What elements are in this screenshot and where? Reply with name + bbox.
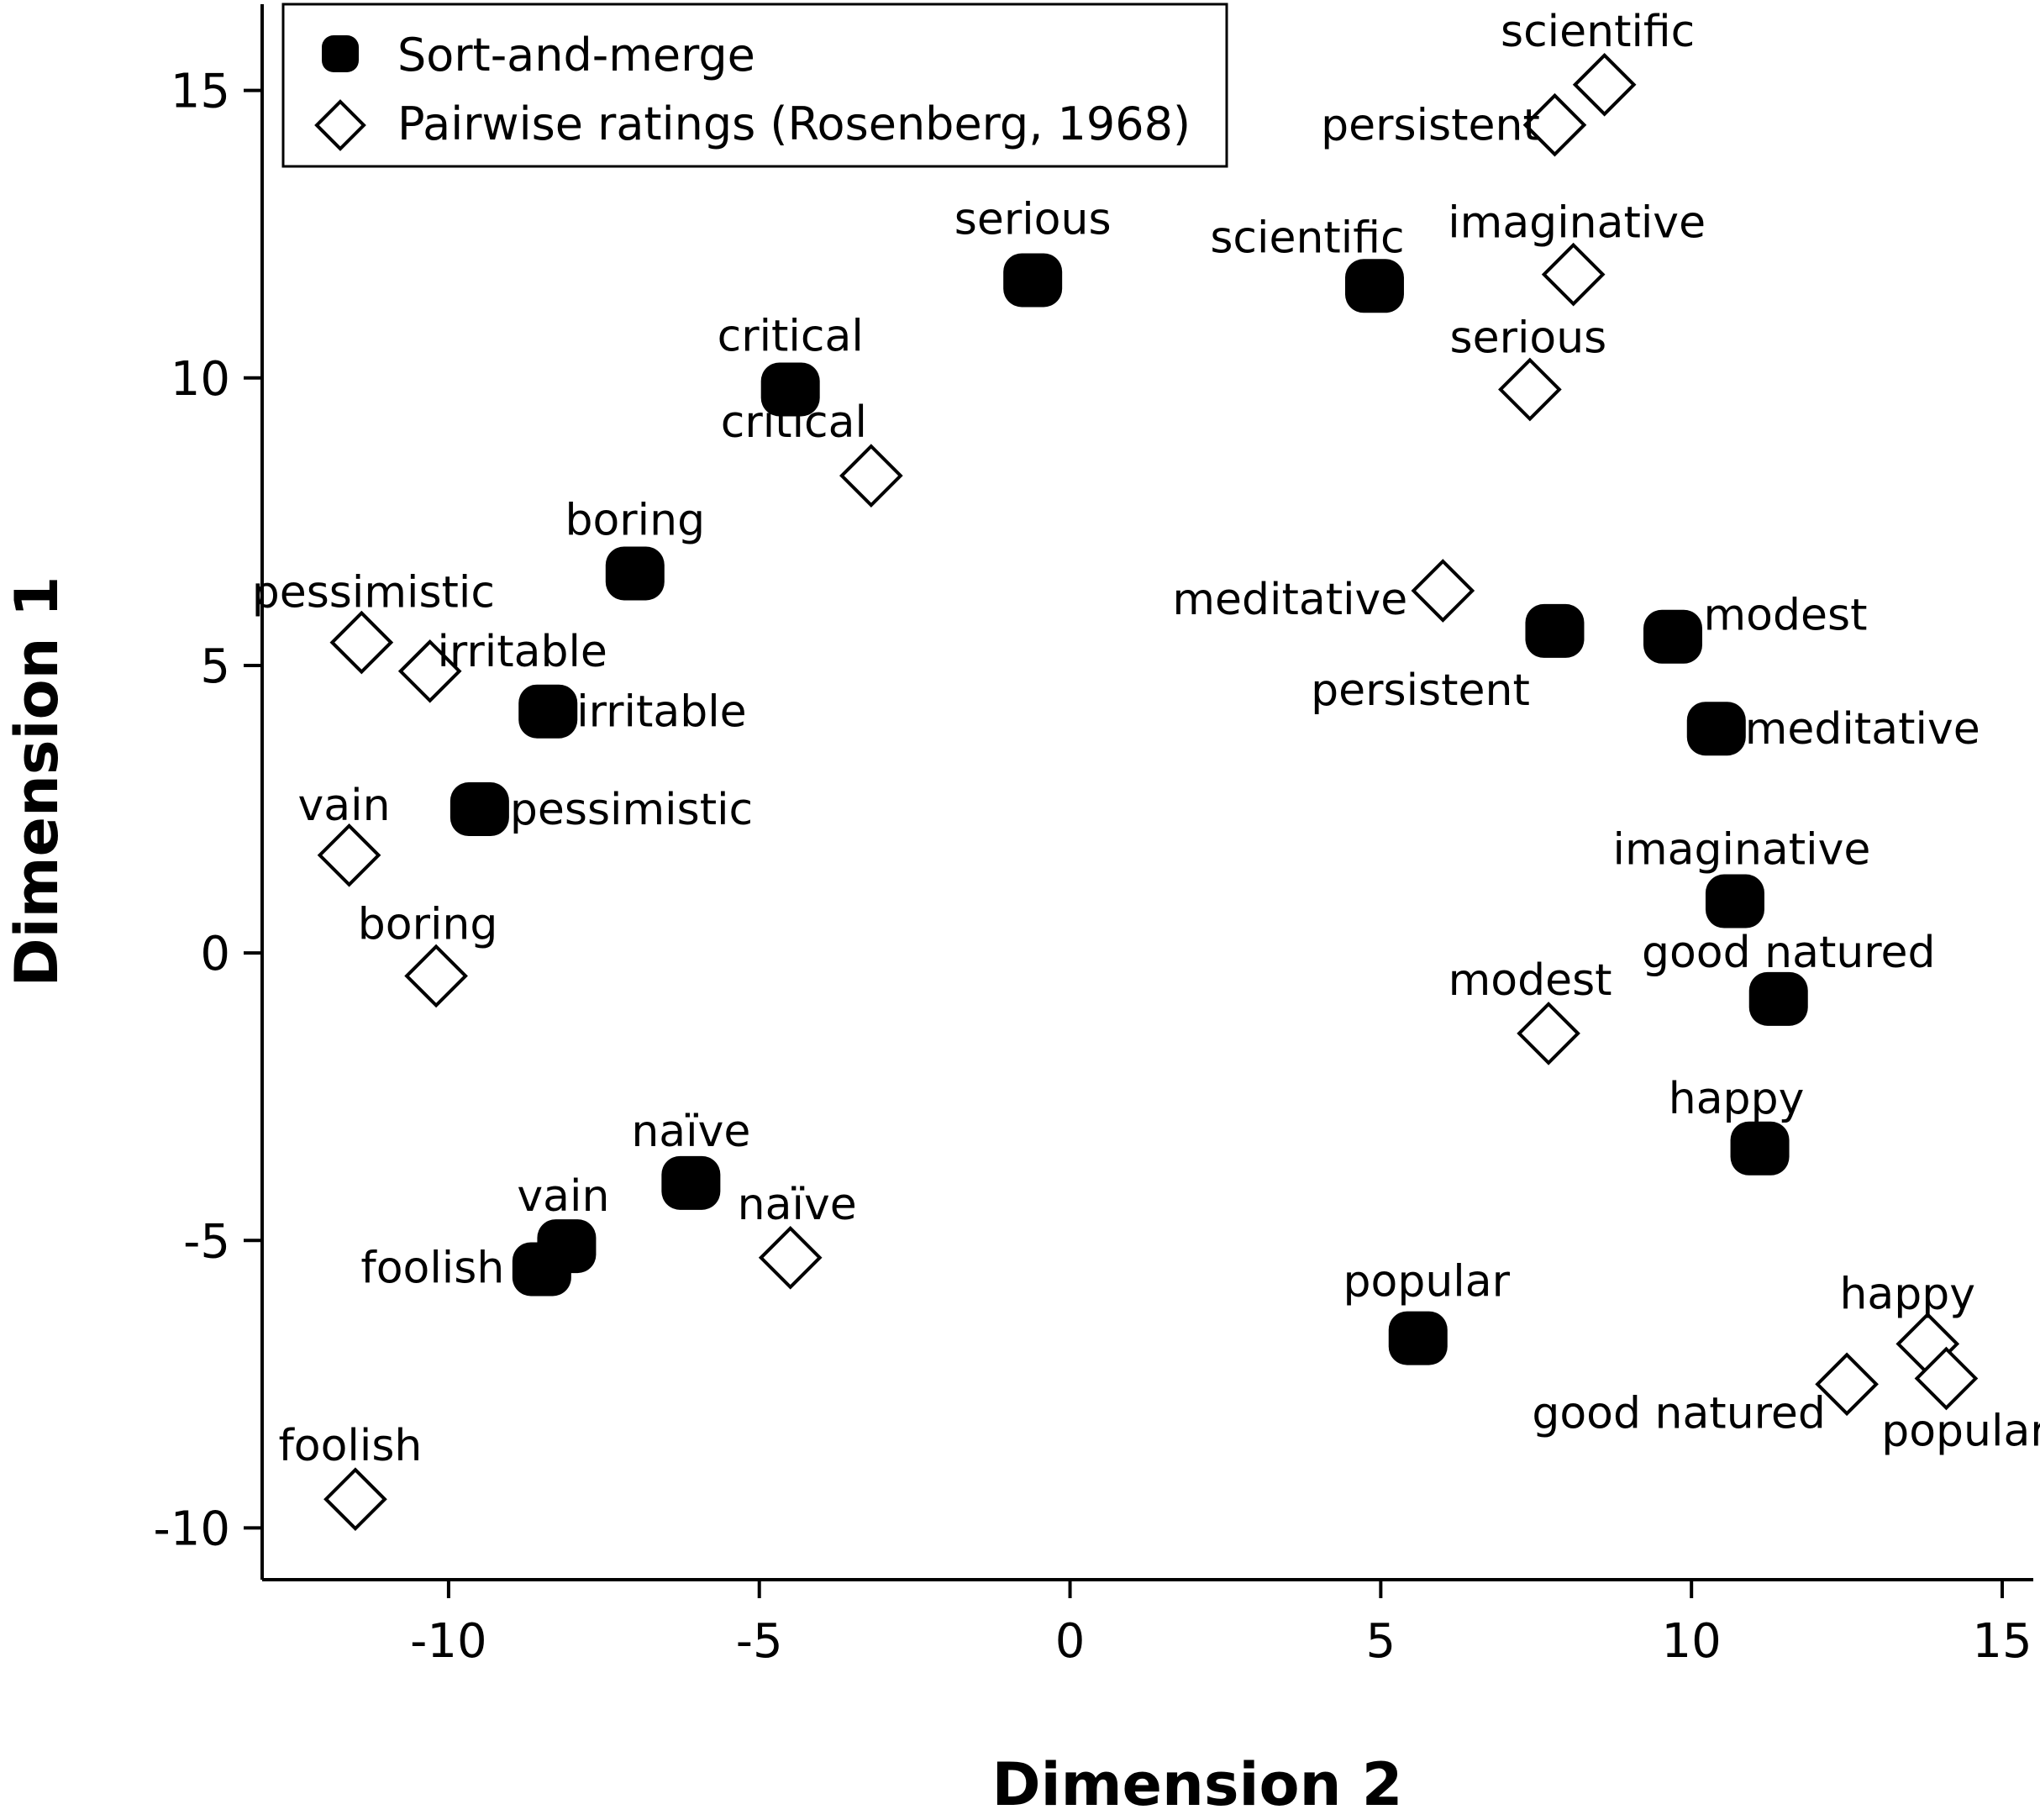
point-label-sort-and-merge-vain: vain xyxy=(517,1171,609,1222)
point-pairwise-ratings-rosenberg-1968-foolish xyxy=(323,1467,387,1532)
x-tick-label: 5 xyxy=(1366,1614,1396,1669)
point-label-sort-and-merge-serious: serious xyxy=(954,194,1112,245)
legend-marker-sort-and-merge xyxy=(322,35,359,72)
point-label-pairwise-ratings-rosenberg-1968-modest: modest xyxy=(1449,955,1612,1006)
point-sort-and-merge-meditative xyxy=(1686,702,1746,756)
point-pairwise-ratings-rosenberg-1968-persistent xyxy=(1522,92,1587,157)
x-tick-label: 15 xyxy=(1972,1614,2032,1669)
point-sort-and-merge-good-natured xyxy=(1748,971,1808,1026)
point-label-sort-and-merge-good-natured: good natured xyxy=(1642,928,1936,978)
x-tick-label: -10 xyxy=(410,1614,486,1669)
point-label-pairwise-ratings-rosenberg-1968-irritable: irritable xyxy=(437,627,607,677)
legend-box xyxy=(281,3,1228,168)
point-label-sort-and-merge-modest: modest xyxy=(1704,591,1868,641)
point-sort-and-merge-irritable xyxy=(518,684,578,739)
y-tick-label: -10 xyxy=(154,1502,230,1556)
point-label-pairwise-ratings-rosenberg-1968-serious: serious xyxy=(1449,313,1606,363)
point-label-sort-and-merge-naïve: naïve xyxy=(631,1107,750,1157)
point-pairwise-ratings-rosenberg-1968-irritable xyxy=(397,639,462,703)
point-pairwise-ratings-rosenberg-1968-modest xyxy=(1517,1002,1580,1065)
x-tick-label: 10 xyxy=(1662,1614,1722,1669)
point-pairwise-ratings-rosenberg-1968-popular xyxy=(1914,1346,1979,1411)
point-label-pairwise-ratings-rosenberg-1968-popular: popular xyxy=(1881,1406,2040,1456)
legend-entry-pairwise-ratings: Pairwise ratings (Rosenberg, 1968) xyxy=(397,97,1191,150)
point-label-sort-and-merge-happy: happy xyxy=(1669,1074,1805,1124)
point-label-pairwise-ratings-rosenberg-1968-scientific: scientific xyxy=(1501,7,1695,57)
point-sort-and-merge-happy xyxy=(1730,1121,1790,1176)
ticks: -10 -5 0 5 10 15 -10 -5 0 5 10 15 xyxy=(154,65,2032,1669)
point-label-sort-and-merge-meditative: meditative xyxy=(1745,704,1980,755)
point-pairwise-ratings-rosenberg-1968-serious xyxy=(1498,357,1562,422)
point-pairwise-ratings-rosenberg-1968-good-natured xyxy=(1815,1352,1879,1417)
point-sort-and-merge-scientific xyxy=(1344,259,1404,313)
point-label-pairwise-ratings-rosenberg-1968-critical: critical xyxy=(721,397,867,448)
point-sort-and-merge-foolish xyxy=(512,1242,571,1297)
point-sort-and-merge-critical xyxy=(760,362,820,417)
point-pairwise-ratings-rosenberg-1968-boring xyxy=(404,944,468,1008)
point-label-sort-and-merge-popular: popular xyxy=(1343,1257,1511,1307)
point-label-pairwise-ratings-rosenberg-1968-boring: boring xyxy=(358,899,498,949)
point-label-sort-and-merge-boring: boring xyxy=(565,495,705,545)
point-pairwise-ratings-rosenberg-1968-pessimistic xyxy=(329,610,394,675)
point-label-pairwise-ratings-rosenberg-1968-happy: happy xyxy=(1839,1269,1975,1319)
point-label-sort-and-merge-foolish: foolish xyxy=(360,1243,504,1293)
point-sort-and-merge-boring xyxy=(605,546,665,601)
y-tick-label: 0 xyxy=(200,927,230,981)
point-label-sort-and-merge-pessimistic: pessimistic xyxy=(510,785,753,835)
point-label-pairwise-ratings-rosenberg-1968-good-natured: good natured xyxy=(1532,1388,1826,1439)
point-label-pairwise-ratings-rosenberg-1968-persistent: persistent xyxy=(1321,101,1540,151)
point-sort-and-merge-modest xyxy=(1643,609,1703,664)
data-points xyxy=(317,52,1979,1532)
point-sort-and-merge-serious xyxy=(1003,253,1063,308)
point-sort-and-merge-persistent xyxy=(1525,603,1585,658)
axes xyxy=(260,4,2033,1581)
point-label-pairwise-ratings-rosenberg-1968-vain: vain xyxy=(298,781,391,831)
point-pairwise-ratings-rosenberg-1968-naïve xyxy=(758,1225,823,1290)
point-pairwise-ratings-rosenberg-1968-scientific xyxy=(1572,52,1637,117)
point-label-sort-and-merge-critical: critical xyxy=(718,311,864,361)
point-labels: serious scientific critical boring irritable… xyxy=(252,7,2040,1471)
legend: Sort-and-merge Pairwise ratings (Rosenbe… xyxy=(281,3,1228,168)
y-tick-label: 5 xyxy=(200,639,230,694)
point-label-sort-and-merge-scientific: scientific xyxy=(1210,213,1404,263)
point-sort-and-merge-pessimistic xyxy=(450,782,509,837)
point-pairwise-ratings-rosenberg-1968-meditative xyxy=(1411,559,1475,623)
point-pairwise-ratings-rosenberg-1968-critical xyxy=(839,444,903,508)
y-tick-label: 10 xyxy=(171,352,230,407)
x-axis-title: Dimension 2 xyxy=(991,1750,1402,1819)
y-tick-label: -5 xyxy=(183,1214,230,1269)
x-tick-label: -5 xyxy=(736,1614,783,1669)
point-pairwise-ratings-rosenberg-1968-vain xyxy=(317,823,381,887)
point-label-pairwise-ratings-rosenberg-1968-imaginative: imaginative xyxy=(1448,198,1706,249)
point-label-pairwise-ratings-rosenberg-1968-meditative: meditative xyxy=(1172,575,1407,625)
point-label-sort-and-merge-persistent: persistent xyxy=(1311,665,1530,716)
y-tick-label: 15 xyxy=(171,65,230,119)
point-sort-and-merge-imaginative xyxy=(1705,874,1764,928)
legend-entry-sort-and-merge: Sort-and-merge xyxy=(397,29,755,82)
point-label-sort-and-merge-imaginative: imaginative xyxy=(1613,825,1871,876)
x-tick-label: 0 xyxy=(1055,1614,1086,1669)
y-axis-title: Dimension 1 xyxy=(3,576,71,986)
point-label-sort-and-merge-irritable: irritable xyxy=(576,687,746,738)
point-pairwise-ratings-rosenberg-1968-imaginative xyxy=(1541,242,1606,307)
legend-marker-pairwise-ratings xyxy=(314,99,366,151)
point-label-pairwise-ratings-rosenberg-1968-pessimistic: pessimistic xyxy=(252,568,495,618)
point-label-pairwise-ratings-rosenberg-1968-naïve: naïve xyxy=(738,1180,857,1230)
point-sort-and-merge-naïve xyxy=(661,1155,721,1210)
point-label-pairwise-ratings-rosenberg-1968-foolish: foolish xyxy=(279,1421,423,1471)
point-sort-and-merge-popular xyxy=(1388,1311,1448,1365)
